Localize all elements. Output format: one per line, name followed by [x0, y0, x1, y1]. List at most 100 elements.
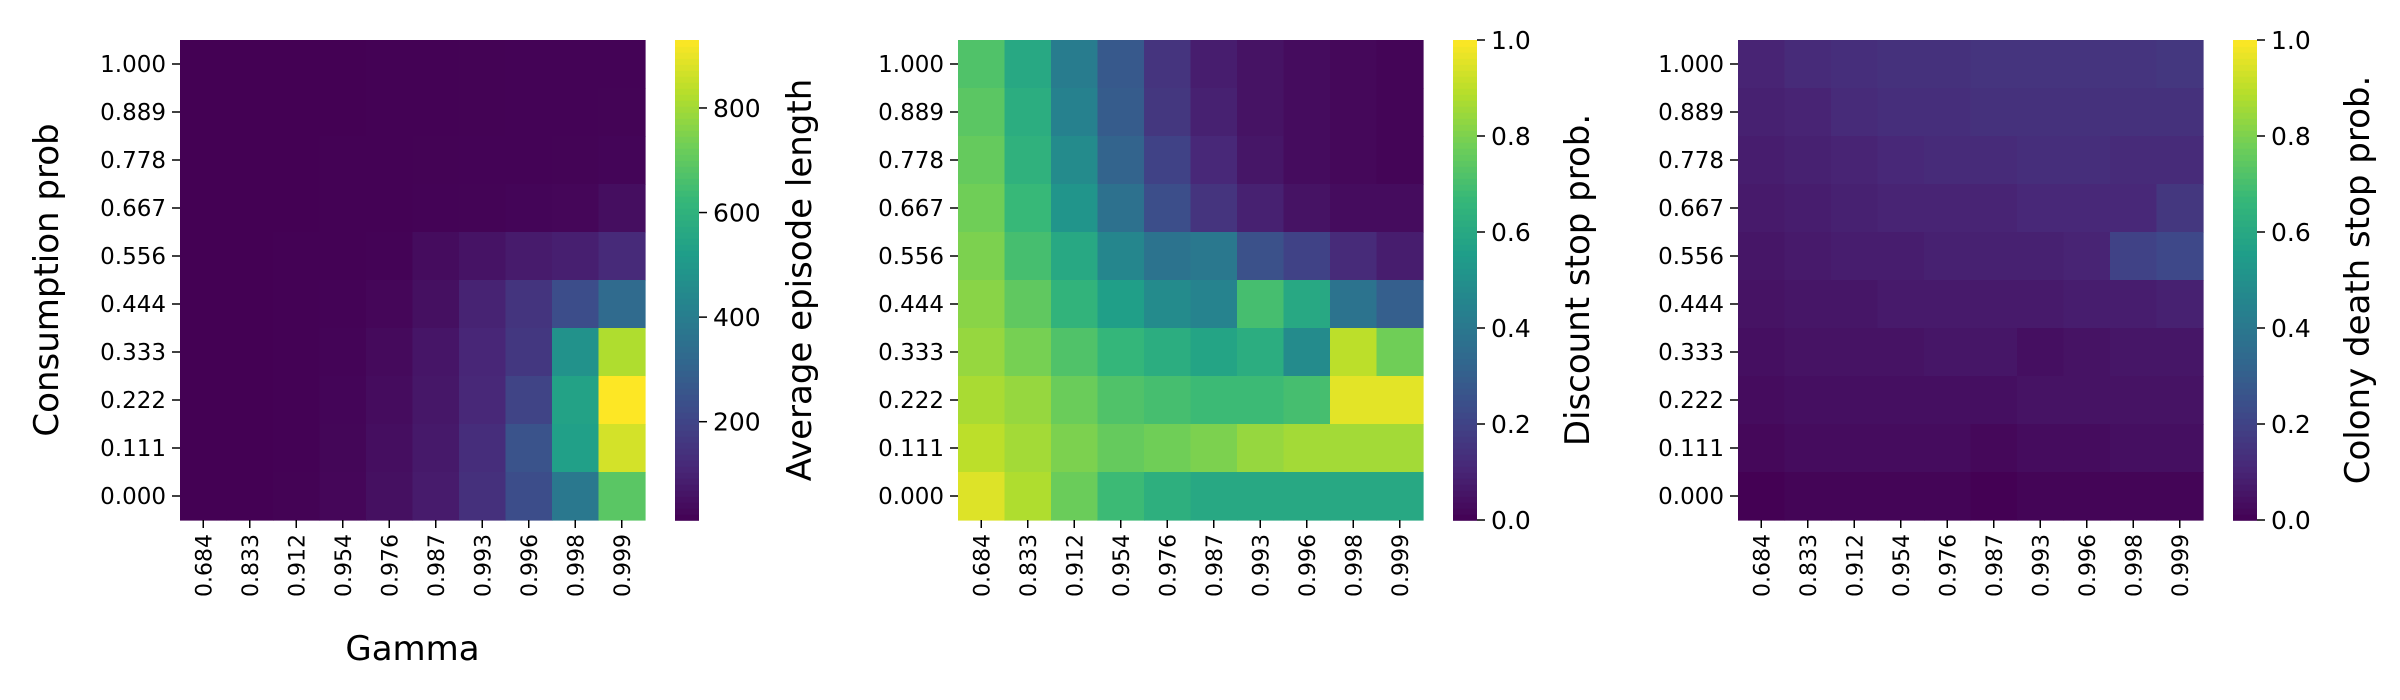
heatmap-cell — [598, 328, 646, 377]
heatmap-cell — [366, 424, 414, 473]
heatmap-cell — [1190, 472, 1238, 521]
heatmap-cell — [1283, 328, 1331, 377]
x-axis-label: Gamma — [345, 629, 479, 669]
colorbar-segment — [2233, 202, 2257, 209]
heatmap-cell — [1784, 88, 1832, 137]
heatmap-cell — [1831, 40, 1879, 89]
colorbar-segment — [675, 382, 699, 389]
heatmap-cell — [1376, 88, 1424, 137]
heatmap-cell — [552, 232, 600, 281]
colorbar-segment — [1453, 406, 1477, 413]
heatmap-cell — [273, 232, 321, 281]
colorbar-segment — [675, 298, 699, 305]
colorbar-segment — [1453, 172, 1477, 179]
colorbar-tick-label: 0.4 — [1491, 314, 1531, 343]
colorbar-segment — [1453, 88, 1477, 95]
heatmap-cell — [958, 472, 1006, 521]
heatmap-cell — [1784, 472, 1832, 521]
heatmap-cell — [366, 472, 414, 521]
colorbar-segment — [675, 406, 699, 413]
colorbar-segment — [675, 220, 699, 227]
colorbar-segment — [675, 196, 699, 203]
heatmap-cell — [2063, 280, 2111, 329]
heatmap-cell — [2017, 376, 2065, 425]
x-tick-label: 0.998 — [564, 534, 589, 597]
colorbar-segment — [2233, 154, 2257, 161]
heatmap-cell — [1924, 184, 1972, 233]
heatmap-cell — [2156, 328, 2204, 377]
colorbar-segment — [675, 286, 699, 293]
colorbar-segment — [675, 340, 699, 347]
colorbar-segment — [1453, 76, 1477, 83]
heatmap-cell — [552, 136, 600, 185]
heatmap-cell — [273, 88, 321, 137]
x-tick-label: 0.833 — [1797, 534, 1822, 597]
heatmap-cell — [459, 184, 507, 233]
heatmap-panel-2: 1.000 0.889 0.778 0.667 0.556 0.444 0.333 0.222… — [878, 26, 1598, 597]
colorbar-segment — [1453, 358, 1477, 365]
heatmap-cell — [598, 40, 646, 89]
colorbar-segment — [1453, 226, 1477, 233]
colorbar-segment — [1453, 400, 1477, 407]
heatmap-cell — [1144, 136, 1192, 185]
heatmap-cell — [1330, 280, 1378, 329]
heatmap-cell — [226, 136, 274, 185]
heatmap-cell — [319, 424, 367, 473]
colorbar-segment — [2233, 418, 2257, 425]
colorbar-segment — [1453, 508, 1477, 515]
colorbar-segment — [1453, 106, 1477, 113]
heatmap-cell — [273, 40, 321, 89]
colorbar-segment — [1453, 112, 1477, 119]
colorbar-segment — [675, 64, 699, 71]
y-tick-label: 0.222 — [100, 388, 166, 414]
heatmap-cell — [598, 232, 646, 281]
heatmap-cell — [273, 184, 321, 233]
heatmap-cell — [1784, 232, 1832, 281]
y-tick-label: 0.000 — [100, 484, 166, 510]
heatmap-cell — [1924, 40, 1972, 89]
heatmap-cell — [958, 328, 1006, 377]
heatmap-cell — [1144, 40, 1192, 89]
heatmap-cell — [1097, 232, 1145, 281]
heatmap-cell — [366, 136, 414, 185]
heatmap-cell — [412, 280, 460, 329]
colorbar-segment — [2233, 172, 2257, 179]
heatmap-cell — [1376, 472, 1424, 521]
colorbar-segment — [1453, 472, 1477, 479]
heatmap-cell — [1970, 232, 2018, 281]
heatmap-cell — [1051, 136, 1099, 185]
y-tick-label: 0.778 — [1658, 148, 1724, 174]
colorbar-segment — [675, 250, 699, 257]
y-tick-label: 0.111 — [1658, 436, 1724, 462]
heatmap-cell — [1924, 376, 1972, 425]
colorbar-label: Colony death stop prob. — [2338, 76, 2378, 485]
colorbar-segment — [2233, 454, 2257, 461]
heatmap-cell — [1924, 472, 1972, 521]
colorbar-segment — [675, 508, 699, 515]
heatmap-cell — [505, 40, 553, 89]
x-tick-label: 0.833 — [239, 534, 264, 597]
colorbar-segment — [2233, 238, 2257, 245]
heatmap-cell — [1738, 184, 1786, 233]
heatmap-cell — [226, 472, 274, 521]
colorbar-segment — [675, 76, 699, 83]
colorbar-segment — [1453, 316, 1477, 323]
heatmap-cell — [598, 88, 646, 137]
heatmap-cell — [1051, 280, 1099, 329]
heatmap-cell — [1097, 376, 1145, 425]
heatmap-cell — [2063, 136, 2111, 185]
heatmap-cell — [1376, 232, 1424, 281]
heatmap-cell — [319, 376, 367, 425]
heatmap-cell — [366, 88, 414, 137]
heatmap-cell — [505, 232, 553, 281]
x-tick-label: 0.987 — [1983, 534, 2008, 597]
colorbar-segment — [2233, 148, 2257, 155]
colorbar-segment — [2233, 124, 2257, 131]
heatmap-cell — [1877, 88, 1925, 137]
heatmap-cell — [1004, 376, 1052, 425]
heatmap-cell — [1738, 328, 1786, 377]
heatmap-cell — [459, 280, 507, 329]
colorbar-segment — [675, 352, 699, 359]
heatmap-cell — [1970, 424, 2018, 473]
colorbar-segment — [675, 208, 699, 215]
